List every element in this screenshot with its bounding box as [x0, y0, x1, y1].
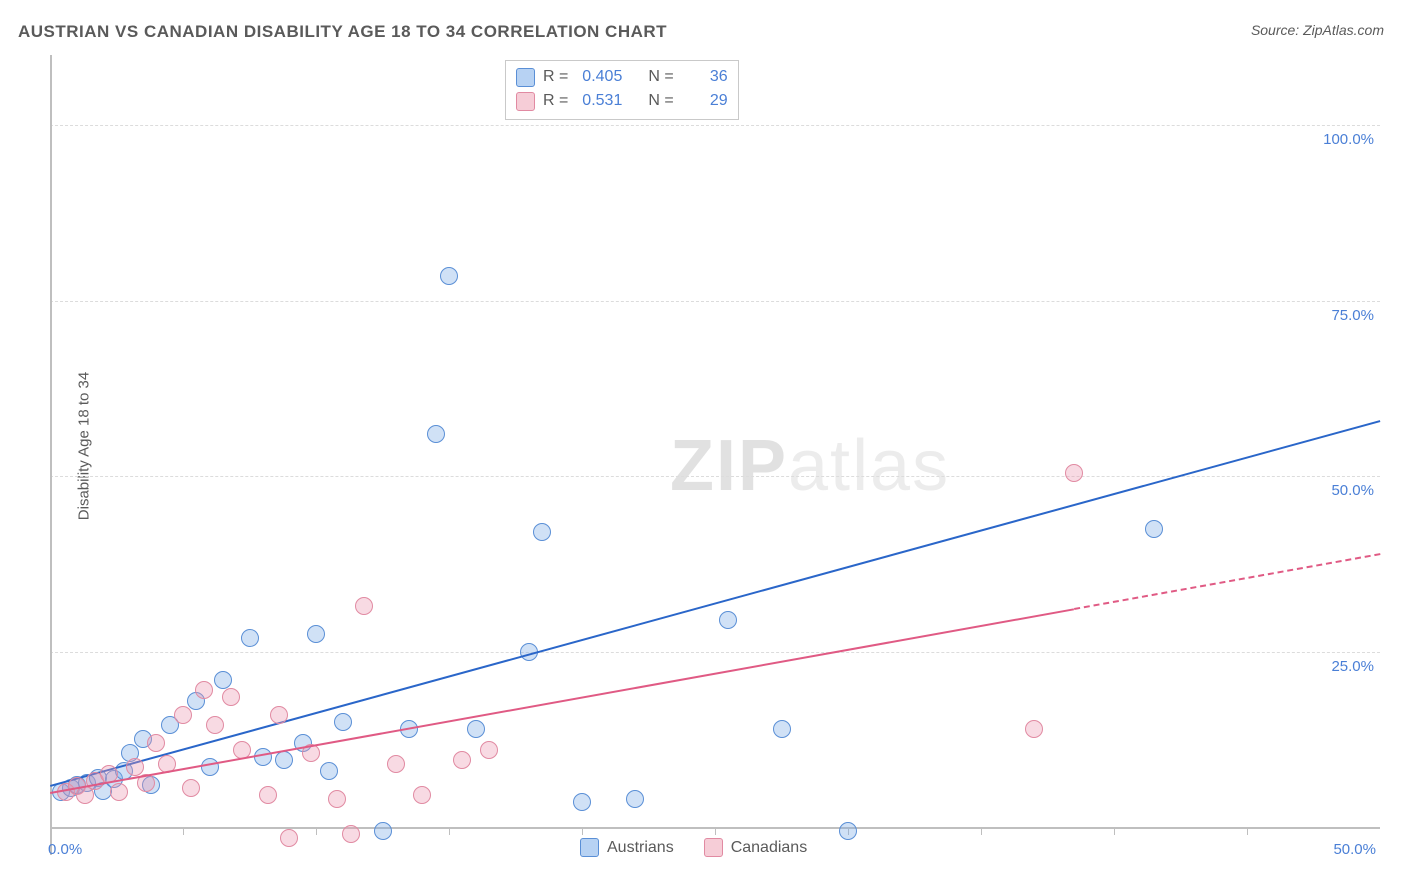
data-point-austrians — [467, 720, 485, 738]
data-point-austrians — [719, 611, 737, 629]
data-point-canadians — [110, 783, 128, 801]
x-tick — [1247, 827, 1248, 835]
legend-label-canadians: Canadians — [731, 839, 808, 857]
legend-r-label: R = — [543, 89, 568, 113]
legend-n-label: N = — [648, 65, 673, 89]
x-tick — [1114, 827, 1115, 835]
data-point-canadians — [413, 786, 431, 804]
y-tick-label: 25.0% — [1331, 658, 1374, 675]
data-point-austrians — [427, 425, 445, 443]
data-point-austrians — [320, 762, 338, 780]
x-max-label: 50.0% — [1333, 841, 1376, 858]
y-tick-label: 50.0% — [1331, 482, 1374, 499]
legend-r-value-austrians: 0.405 — [576, 65, 622, 89]
watermark-bold: ZIP — [670, 426, 788, 506]
data-point-canadians — [328, 790, 346, 808]
data-point-canadians — [480, 741, 498, 759]
data-point-canadians — [355, 597, 373, 615]
data-point-canadians — [342, 825, 360, 843]
legend-swatch-canadians — [704, 838, 723, 857]
legend-r-label: R = — [543, 65, 568, 89]
data-point-canadians — [182, 779, 200, 797]
data-point-canadians — [259, 786, 277, 804]
data-point-canadians — [222, 688, 240, 706]
legend-stats-box: R = 0.405 N = 36 R = 0.531 N = 29 — [505, 60, 739, 120]
data-point-canadians — [387, 755, 405, 773]
data-point-canadians — [206, 716, 224, 734]
legend-r-value-canadians: 0.531 — [576, 89, 622, 113]
data-point-canadians — [195, 681, 213, 699]
data-point-canadians — [147, 734, 165, 752]
data-point-austrians — [201, 758, 219, 776]
legend-stats-row-austrians: R = 0.405 N = 36 — [516, 65, 728, 89]
legend-item-canadians: Canadians — [704, 838, 808, 857]
trend-line-canadians-dashed — [1074, 553, 1380, 610]
data-point-austrians — [533, 523, 551, 541]
data-point-austrians — [241, 629, 259, 647]
trend-line-austrians — [50, 420, 1381, 787]
legend-swatch-canadians — [516, 92, 535, 111]
x-tick — [449, 827, 450, 835]
legend-swatch-austrians — [580, 838, 599, 857]
data-point-austrians — [773, 720, 791, 738]
data-point-austrians — [374, 822, 392, 840]
x-tick — [316, 827, 317, 835]
gridline — [50, 652, 1380, 653]
data-point-austrians — [307, 625, 325, 643]
legend-series: Austrians Canadians — [580, 838, 807, 857]
legend-n-label: N = — [648, 89, 673, 113]
y-axis-line — [50, 55, 52, 855]
legend-swatch-austrians — [516, 68, 535, 87]
legend-item-austrians: Austrians — [580, 838, 674, 857]
legend-label-austrians: Austrians — [607, 839, 674, 857]
scatter-plot-area: ZIPatlas 100.0% 75.0% 50.0% 25.0% 0.0% 50.0% R… — [50, 55, 1380, 855]
data-point-austrians — [839, 822, 857, 840]
data-point-austrians — [214, 671, 232, 689]
watermark: ZIPatlas — [670, 425, 950, 507]
data-point-canadians — [126, 758, 144, 776]
data-point-austrians — [275, 751, 293, 769]
data-point-canadians — [174, 706, 192, 724]
legend-stats-row-canadians: R = 0.531 N = 29 — [516, 89, 728, 113]
data-point-canadians — [453, 751, 471, 769]
data-point-austrians — [626, 790, 644, 808]
data-point-austrians — [334, 713, 352, 731]
data-point-austrians — [440, 267, 458, 285]
gridline — [50, 125, 1380, 126]
x-tick — [582, 827, 583, 835]
data-point-canadians — [1065, 464, 1083, 482]
y-tick-label: 100.0% — [1323, 131, 1374, 148]
x-min-label: 0.0% — [48, 841, 82, 858]
data-point-canadians — [1025, 720, 1043, 738]
watermark-light: atlas — [788, 426, 950, 506]
data-point-austrians — [573, 793, 591, 811]
data-point-canadians — [270, 706, 288, 724]
x-tick — [183, 827, 184, 835]
data-point-austrians — [1145, 520, 1163, 538]
x-tick — [981, 827, 982, 835]
gridline — [50, 301, 1380, 302]
chart-title: AUSTRIAN VS CANADIAN DISABILITY AGE 18 T… — [18, 22, 667, 42]
legend-n-value-canadians: 29 — [682, 89, 728, 113]
y-tick-label: 75.0% — [1331, 307, 1374, 324]
legend-n-value-austrians: 36 — [682, 65, 728, 89]
source-attribution: Source: ZipAtlas.com — [1251, 22, 1384, 38]
data-point-canadians — [280, 829, 298, 847]
x-tick — [715, 827, 716, 835]
